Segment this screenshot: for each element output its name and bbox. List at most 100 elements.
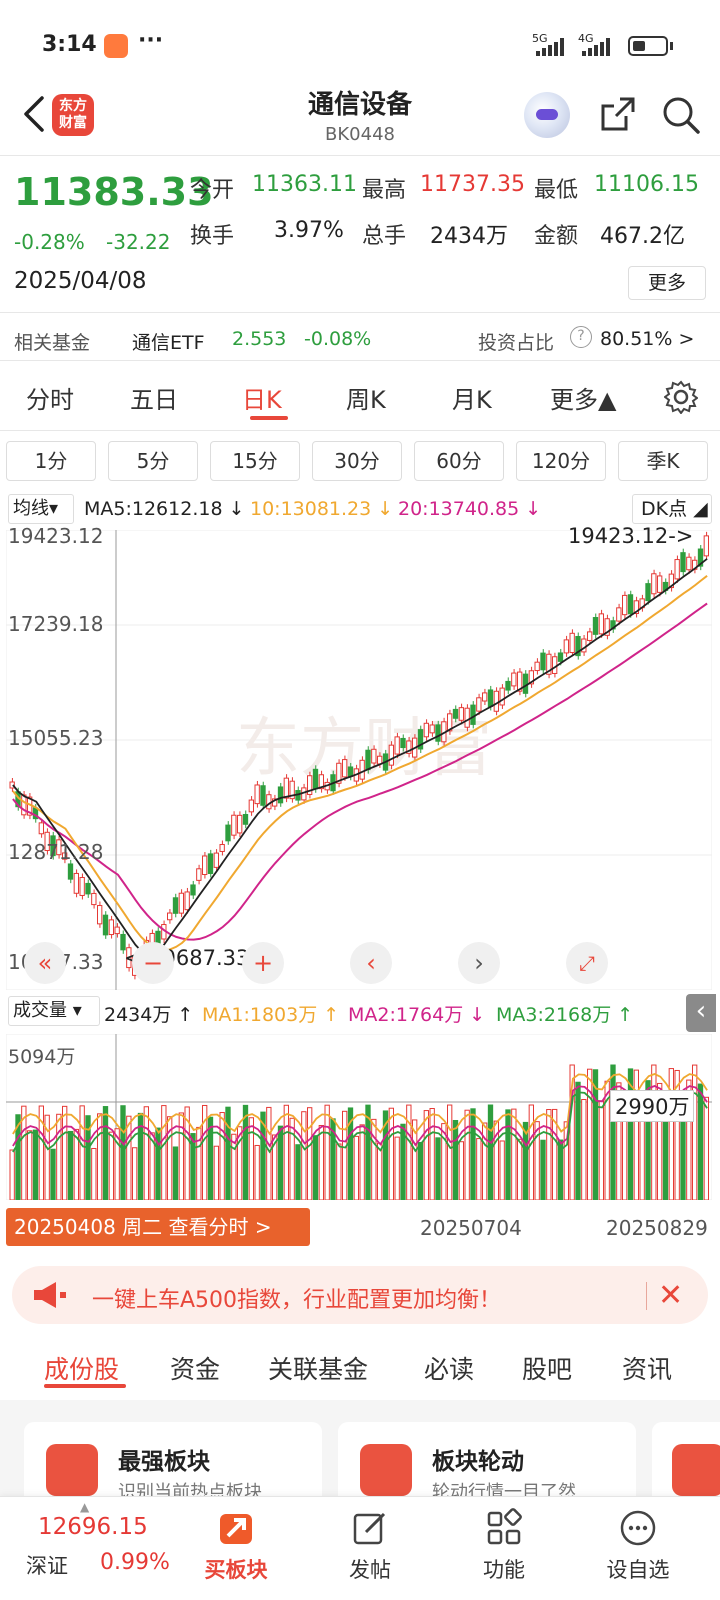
tab-funds-flow[interactable]: 资金 [170, 1355, 221, 1384]
add-watchlist-button[interactable]: 设自选 [588, 1508, 688, 1584]
volume-bar [44, 1114, 50, 1200]
tab-monthly-k[interactable]: 月K [452, 386, 492, 414]
volume-bar [382, 1110, 389, 1200]
candle [476, 697, 482, 712]
volume-bar [464, 1109, 470, 1200]
candle [452, 708, 459, 719]
candle [336, 762, 342, 784]
interval-5min-button[interactable]: 5分 [108, 441, 198, 481]
ma-selector[interactable]: 均线▾ [8, 494, 74, 524]
more-quote-button[interactable]: 更多 [628, 266, 706, 300]
ma-selector-label: 均线 [13, 498, 49, 519]
divider [0, 430, 720, 431]
fund-name[interactable]: 通信ETF [132, 332, 205, 354]
close-icon[interactable]: ✕ [658, 1278, 684, 1313]
volume-bar [32, 1129, 39, 1200]
candle [552, 656, 558, 674]
tab-five-day[interactable]: 五日 [130, 386, 178, 414]
candle [668, 573, 675, 589]
post-button[interactable]: 发帖 [320, 1508, 420, 1584]
volume-bar [38, 1105, 45, 1200]
volume-bar [441, 1123, 447, 1200]
y-axis-label: 12871.28 [8, 840, 104, 864]
view-timeshare-button[interactable]: 20250408 周二 查看分时 > [6, 1208, 310, 1246]
tab-more[interactable]: 更多▲ [550, 386, 617, 414]
megaphone-icon [30, 1280, 70, 1310]
interval-quarter-button[interactable]: 季K [618, 441, 708, 481]
candle [190, 884, 196, 896]
high-label: 最高 [362, 178, 407, 203]
tab-underline [250, 416, 288, 420]
candle [587, 631, 593, 641]
scroll-left-icon[interactable]: ‹ [350, 942, 392, 984]
expand-up-icon[interactable]: ▲ [80, 1500, 90, 1514]
tab-forum[interactable]: 股吧 [522, 1355, 573, 1384]
ai-assistant-icon[interactable] [524, 92, 570, 138]
volume-bar [505, 1109, 511, 1200]
interval-1min-button[interactable]: 1分 [6, 441, 96, 481]
interval-60min-button[interactable]: 60分 [414, 441, 504, 481]
candle [499, 687, 505, 706]
candle [563, 639, 570, 654]
tab-must-read[interactable]: 必读 [424, 1355, 475, 1384]
candle [674, 559, 680, 580]
help-icon[interactable]: ? [570, 326, 592, 348]
volume-bar [196, 1126, 202, 1200]
index-change: 0.99% [100, 1550, 170, 1575]
fullscreen-icon[interactable]: ⤢ [566, 942, 608, 984]
related-fund-label: 相关基金 [14, 332, 91, 354]
promo-text[interactable]: 一键上车A500指数，行业配置更加均衡！ [92, 1288, 502, 1313]
search-icon[interactable] [660, 94, 702, 136]
volume-bar [546, 1109, 552, 1200]
volume-indicator-selector[interactable]: 成交量 ▾ [8, 996, 100, 1026]
tab-daily-k[interactable]: 日K [242, 386, 282, 414]
tab-weekly-k[interactable]: 周K [346, 386, 386, 414]
ratio-value[interactable]: 80.51% > [600, 328, 695, 350]
candlestick-chart[interactable]: 东方财富 [6, 530, 712, 990]
tab-constituents[interactable]: 成份股 [44, 1355, 120, 1384]
zoom-in-icon[interactable]: + [242, 942, 284, 984]
interval-30min-button[interactable]: 30分 [312, 441, 402, 481]
back-icon[interactable] [16, 92, 56, 136]
ma5-line [12, 558, 708, 956]
functions-button[interactable]: 功能 [454, 1508, 554, 1584]
candle [697, 548, 704, 567]
tab-news[interactable]: 资讯 [622, 1355, 673, 1384]
app-logo[interactable]: 东方 财富 [52, 94, 94, 136]
candle [91, 892, 97, 906]
volume-chart[interactable] [6, 1034, 712, 1200]
candles-group [9, 531, 710, 980]
candle [423, 722, 429, 738]
collapse-panel-icon[interactable]: ‹ [686, 994, 716, 1032]
zoom-out-icon[interactable]: − [132, 942, 174, 984]
volume-bar [85, 1115, 91, 1200]
candle [464, 707, 470, 728]
volume-bar [482, 1122, 488, 1200]
grid-icon [487, 1508, 522, 1545]
volume-bar [686, 1079, 692, 1200]
promo-banner[interactable] [12, 1266, 708, 1324]
gear-icon[interactable] [663, 380, 699, 415]
fast-backward-icon[interactable]: « [24, 942, 66, 984]
volume-bar [91, 1147, 97, 1200]
candle [56, 839, 62, 856]
tab-timeshare[interactable]: 分时 [26, 386, 74, 414]
scroll-right-icon[interactable]: › [458, 942, 500, 984]
candle [557, 652, 564, 662]
buy-sector-button[interactable]: 买板块 [186, 1508, 286, 1584]
rotation-icon [360, 1444, 412, 1496]
volume-selector-label: 成交量 [13, 1000, 67, 1021]
candle [38, 822, 45, 835]
candle [219, 844, 225, 852]
share-icon[interactable] [598, 94, 638, 134]
interval-120min-button[interactable]: 120分 [516, 441, 606, 481]
tab-related-funds[interactable]: 关联基金 [268, 1355, 369, 1384]
volume-bar [581, 1099, 587, 1200]
dk-point-button[interactable]: DK点 ◢ [632, 494, 712, 524]
volume-bar [598, 1100, 605, 1200]
index-value[interactable]: 12696.15 [38, 1514, 148, 1540]
candle [213, 852, 220, 868]
interval-15min-button[interactable]: 15分 [210, 441, 300, 481]
chart-icon [46, 1444, 98, 1496]
volume-ma1-line [12, 1073, 708, 1136]
